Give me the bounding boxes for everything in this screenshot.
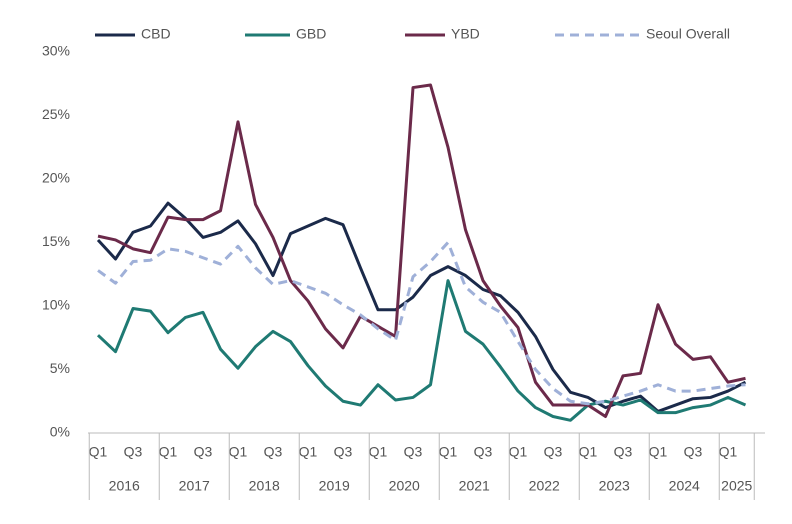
year-label: 2018: [249, 478, 280, 494]
x-tick-label: Q3: [404, 444, 423, 460]
legend-label: Seoul Overall: [646, 26, 730, 42]
year-label: 2024: [669, 478, 700, 494]
year-label: 2021: [459, 478, 490, 494]
series-line: [96, 201, 747, 413]
series-line: [97, 83, 746, 418]
x-tick-label: Q3: [474, 444, 493, 460]
year-label: 2017: [179, 478, 210, 494]
year-label: 2025: [721, 478, 752, 494]
series-line: [97, 241, 746, 406]
series-line: [96, 279, 747, 422]
x-tick-label: Q1: [579, 444, 598, 460]
x-tick-label: Q1: [509, 444, 528, 460]
x-tick-label: Q3: [614, 444, 633, 460]
x-tick-label: Q1: [299, 444, 318, 460]
x-tick-label: Q1: [719, 444, 738, 460]
legend-label: CBD: [141, 26, 171, 42]
year-label: 2020: [389, 478, 420, 494]
y-tick-label: 10%: [42, 297, 70, 313]
y-tick-label: 20%: [42, 170, 70, 186]
year-label: 2016: [109, 478, 140, 494]
x-tick-label: Q3: [124, 444, 143, 460]
x-tick-label: Q3: [544, 444, 563, 460]
year-label: 2023: [599, 478, 630, 494]
x-tick-label: Q1: [649, 444, 668, 460]
x-tick-label: Q3: [194, 444, 213, 460]
y-tick-label: 5%: [50, 360, 70, 376]
x-tick-label: Q3: [684, 444, 703, 460]
x-tick-label: Q3: [264, 444, 283, 460]
legend-label: GBD: [296, 26, 326, 42]
x-tick-label: Q1: [229, 444, 248, 460]
y-tick-label: 25%: [42, 106, 70, 122]
y-tick-label: 15%: [42, 233, 70, 249]
x-tick-label: Q1: [89, 444, 108, 460]
x-tick-label: Q3: [334, 444, 353, 460]
x-tick-label: Q1: [159, 444, 178, 460]
x-tick-label: Q1: [369, 444, 388, 460]
y-tick-label: 30%: [42, 43, 70, 59]
year-label: 2022: [529, 478, 560, 494]
y-tick-label: 0%: [50, 424, 70, 440]
year-label: 2019: [319, 478, 350, 494]
x-tick-label: Q1: [439, 444, 458, 460]
legend-label: YBD: [451, 26, 480, 42]
